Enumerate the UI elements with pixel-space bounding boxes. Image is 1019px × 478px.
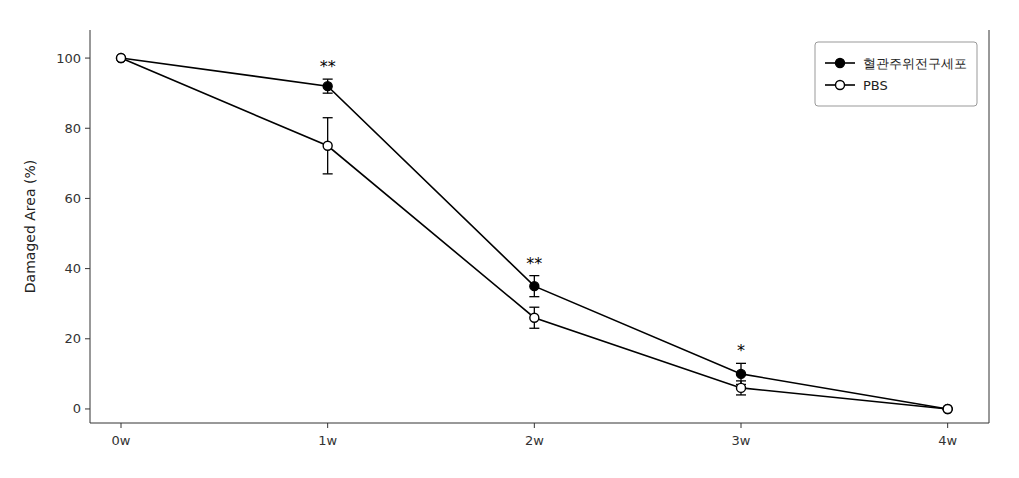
y-tick-label: 60 — [64, 191, 81, 206]
x-tick — [741, 423, 742, 428]
data-point — [323, 82, 332, 91]
chart-svg: 0204060801000w1w2w3w4wDamaged Area (%)**… — [0, 0, 1019, 478]
annotation: ** — [526, 254, 542, 273]
data-point — [530, 313, 539, 322]
x-tick — [121, 423, 122, 428]
x-tick — [327, 423, 328, 428]
legend-label: PBS — [863, 78, 888, 93]
y-tick — [85, 198, 90, 199]
data-point — [943, 404, 952, 413]
y-tick-label: 100 — [56, 51, 81, 66]
x-tick — [534, 423, 535, 428]
legend-item: 혈관주위전구세포 — [825, 56, 967, 71]
data-point — [323, 141, 332, 150]
y-tick-label: 0 — [73, 401, 81, 416]
error-bar — [323, 118, 333, 174]
y-tick — [85, 128, 90, 129]
legend-label: 혈관주위전구세포 — [863, 56, 967, 71]
error-bar — [529, 307, 539, 328]
data-point — [117, 54, 126, 63]
x-tick-label: 0w — [112, 433, 131, 448]
y-tick-label: 80 — [64, 121, 81, 136]
x-tick-label: 4w — [938, 433, 957, 448]
x-tick-label: 2w — [525, 433, 544, 448]
y-tick — [85, 408, 90, 409]
annotation: * — [737, 341, 745, 360]
series-line — [121, 58, 948, 409]
x-tick-label: 3w — [732, 433, 751, 448]
x-axis-line — [90, 423, 989, 424]
data-point — [117, 54, 126, 63]
y-tick — [85, 338, 90, 339]
series — [116, 54, 953, 414]
y-axis-line — [90, 30, 91, 423]
series — [116, 54, 953, 414]
annotations: ***** — [320, 57, 745, 360]
error-bar — [529, 276, 539, 297]
error-bar — [736, 381, 746, 395]
legend-item: PBS — [825, 78, 888, 93]
x-tick-label: 1w — [318, 433, 337, 448]
legend-box — [815, 42, 977, 106]
error-bar — [323, 79, 333, 93]
legend: 혈관주위전구세포 PBS — [815, 42, 977, 106]
axes: 0 20 40 60 80 100 0w 1w 2w 3w 4w — [56, 30, 989, 448]
x-tick — [947, 423, 948, 428]
data-group — [116, 54, 953, 414]
y-axis-label: Damaged Area (%) — [22, 160, 38, 293]
data-point — [737, 369, 746, 378]
y-tick-label: 20 — [64, 331, 81, 346]
y-tick — [85, 268, 90, 269]
legend-marker — [836, 81, 845, 90]
legend-marker — [836, 59, 845, 68]
data-point — [943, 404, 952, 413]
y-tick-label: 40 — [64, 261, 81, 276]
error-bar — [736, 363, 746, 384]
y-tick — [85, 58, 90, 59]
series-line — [121, 58, 948, 409]
chart-container: 0204060801000w1w2w3w4wDamaged Area (%)**… — [0, 0, 1019, 478]
annotation: ** — [320, 57, 336, 76]
data-point — [530, 282, 539, 291]
right-frame-line — [989, 30, 990, 423]
data-point — [737, 383, 746, 392]
